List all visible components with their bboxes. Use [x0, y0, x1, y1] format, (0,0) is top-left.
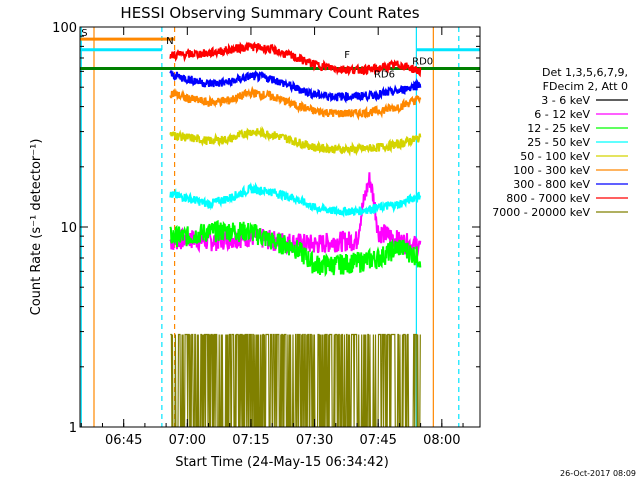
annotation-label: F — [344, 50, 350, 61]
legend: Det 1,3,5,6,7,9, FDecim 2, Att 0 3 - 6 k… — [492, 66, 628, 219]
annotation-label: N — [166, 36, 173, 47]
series-line — [169, 181, 422, 218]
annotation-label: S — [81, 28, 87, 39]
annotation-label: RD0 — [412, 56, 433, 67]
legend-entry-label: 300 - 800 keV — [513, 178, 590, 191]
y-tick-label: 10 — [60, 221, 77, 236]
series-line — [169, 125, 422, 157]
annotation-label: RD6 — [374, 69, 395, 80]
series-line — [169, 220, 422, 278]
y-tick-label: 100 — [52, 21, 77, 36]
x-tick-label: 07:00 — [169, 433, 206, 448]
y-tick-label: 1 — [69, 421, 77, 436]
x-tick-label: 06:45 — [105, 433, 142, 448]
y-axis-label: Count Rate (s⁻¹ detector⁻¹) — [29, 139, 44, 316]
x-tick-label: 07:45 — [359, 433, 396, 448]
legend-entry-label: 25 - 50 keV — [527, 136, 590, 149]
series-line — [169, 85, 422, 121]
series-line — [170, 333, 421, 427]
legend-entry-label: 100 - 300 keV — [513, 164, 590, 177]
x-axis-label: Start Time (24-May-15 06:34:42) — [175, 455, 389, 470]
legend-entry-label: 12 - 25 keV — [527, 122, 590, 135]
x-axis: 06:45 07:00 07:15 07:30 07:45 08:00 — [80, 27, 464, 448]
legend-entry-label: 800 - 7000 keV — [506, 192, 590, 205]
legend-entry-label: 7000 - 20000 keV — [492, 206, 590, 219]
legend-entry-label: 50 - 100 keV — [520, 150, 590, 163]
x-tick-label: 08:00 — [423, 433, 460, 448]
legend-header-line1: Det 1,3,5,6,7,9, — [542, 66, 628, 79]
legend-header-line2: FDecim 2, Att 0 — [543, 80, 628, 93]
chart-title: HESSI Observing Summary Count Rates — [120, 4, 419, 22]
legend-entry-label: 3 - 6 keV — [541, 94, 590, 107]
series-line — [169, 69, 422, 104]
x-tick-label: 07:30 — [296, 433, 333, 448]
annotations: S N F RD0 RD6 — [81, 28, 433, 80]
x-tick-label: 07:15 — [232, 433, 269, 448]
plot-area — [80, 27, 480, 427]
legend-entry-label: 6 - 12 keV — [534, 108, 590, 121]
series-line — [169, 41, 422, 78]
timestamp: 26-Oct-2017 08:09 — [560, 469, 636, 478]
y-axis: 1 10 100 — [52, 21, 480, 436]
